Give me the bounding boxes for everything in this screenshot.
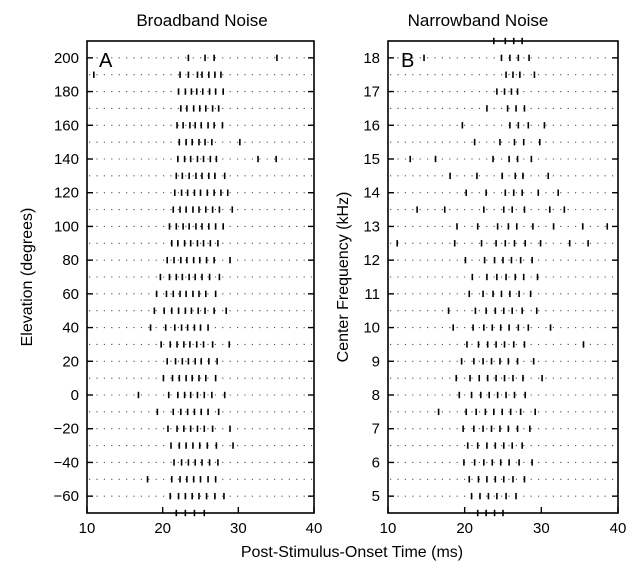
- y-tick-label: 120: [54, 185, 79, 202]
- y-tick-label: 18: [363, 50, 380, 67]
- y-tick-label: 5: [372, 488, 380, 505]
- y-tick-label: 15: [363, 151, 380, 168]
- panel-a-title: Broadband Noise: [136, 11, 267, 30]
- shared-x-axis-title: Post-Stimulus-Onset Time (ms): [241, 544, 463, 561]
- y-tick-label: 14: [363, 185, 380, 202]
- panel-b-y-ticks: 5 6 7 8 9 10 11 12 13 14 15 16 17 18: [363, 50, 618, 505]
- y-tick-label: −20: [54, 421, 79, 438]
- panel-a-y-axis-title: Elevation (degrees): [19, 208, 36, 347]
- y-tick-label: 13: [363, 218, 380, 235]
- y-tick-label: −40: [54, 454, 79, 471]
- x-tick-label: 40: [610, 520, 627, 537]
- y-tick-label: 16: [363, 117, 380, 134]
- x-tick-label: 30: [533, 520, 550, 537]
- panel-b-title: Narrowband Noise: [408, 11, 549, 30]
- y-tick-label: 20: [62, 353, 79, 370]
- y-tick-label: 11: [364, 286, 380, 303]
- y-tick-label: 80: [62, 252, 79, 269]
- panel-a-grid-rows: [89, 57, 312, 497]
- panel-b: Narrowband Noise 5 6 7 8 9 10 11 12 13 14 15 16 17 18…: [335, 11, 626, 537]
- y-tick-label: 160: [54, 117, 79, 134]
- y-tick-label: 200: [54, 50, 79, 67]
- x-tick-label: 40: [306, 520, 323, 537]
- x-tick-label: 10: [380, 520, 397, 537]
- panel-b-y-axis-title: Center Frequency (kHz): [335, 192, 352, 363]
- y-tick-label: 9: [372, 353, 380, 370]
- y-tick-label: 0: [71, 387, 79, 404]
- panel-a-letter: A: [99, 50, 113, 72]
- y-tick-label: 10: [363, 320, 380, 337]
- panel-a: Broadband Noise −60 −40 −20 0 20 40 60 80 100 120…: [19, 11, 322, 537]
- y-tick-label: 180: [54, 84, 79, 101]
- x-tick-label: 20: [456, 520, 473, 537]
- panel-a-y-ticks: −60 −40 −20 0 20 40 60 80 100 120 140 160 180 200: [54, 50, 314, 505]
- y-tick-label: 6: [372, 454, 380, 471]
- panel-b-x-ticks: 10 20 30 40: [380, 507, 627, 537]
- y-tick-label: 40: [62, 320, 79, 337]
- x-tick-label: 30: [230, 520, 247, 537]
- x-tick-label: 10: [79, 520, 96, 537]
- panel-b-frame: [387, 40, 619, 514]
- panel-b-letter: B: [401, 50, 414, 72]
- panel-b-spikes: [396, 37, 609, 517]
- y-tick-label: 100: [54, 218, 79, 235]
- panel-b-grid-rows: [390, 57, 616, 497]
- y-tick-label: 12: [363, 252, 380, 269]
- y-tick-label: −60: [54, 488, 79, 505]
- y-tick-label: 60: [62, 286, 79, 303]
- y-tick-label: 17: [363, 84, 380, 101]
- panel-a-x-ticks: 10 20 30 40: [79, 507, 323, 537]
- y-tick-label: 140: [54, 151, 79, 168]
- x-tick-label: 20: [154, 520, 171, 537]
- panel-a-frame: [86, 40, 315, 514]
- panel-a-spikes: [93, 54, 278, 517]
- y-tick-label: 8: [372, 387, 380, 404]
- y-tick-label: 7: [372, 421, 380, 438]
